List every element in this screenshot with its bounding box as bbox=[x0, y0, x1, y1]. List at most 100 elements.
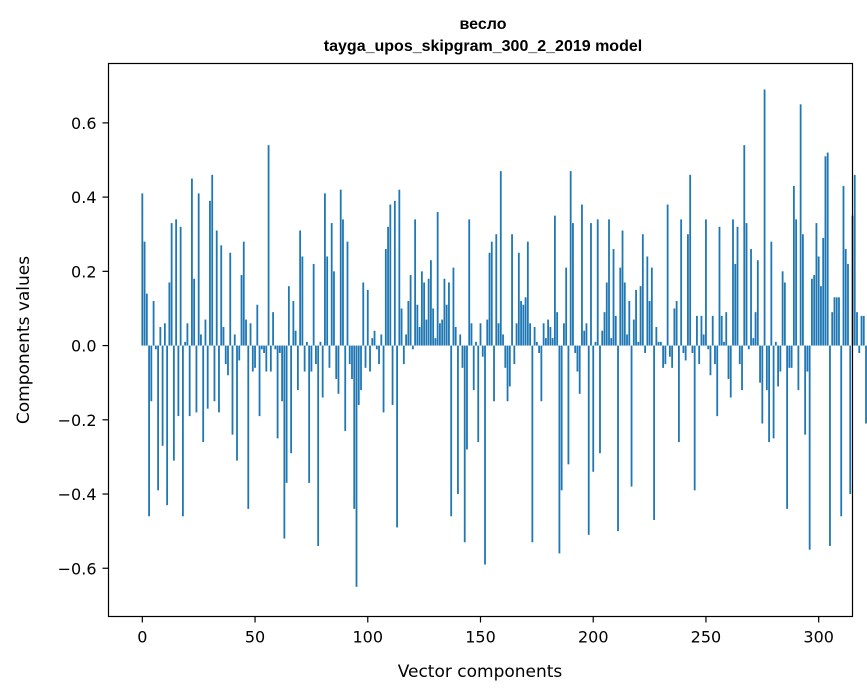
bar-220 bbox=[637, 341, 640, 346]
bar-127 bbox=[427, 278, 430, 346]
bar-247 bbox=[698, 345, 701, 365]
bar-246 bbox=[696, 315, 698, 346]
bar-43 bbox=[238, 345, 241, 361]
bar-309 bbox=[838, 297, 840, 346]
bar-133 bbox=[441, 319, 444, 346]
bar-162 bbox=[506, 345, 509, 402]
bar-102 bbox=[371, 338, 374, 346]
bar-116 bbox=[402, 345, 405, 365]
bar-20 bbox=[186, 323, 189, 346]
bar-147 bbox=[472, 345, 475, 391]
bar-143 bbox=[463, 345, 466, 543]
y-tick-label-1: −0.4 bbox=[58, 485, 97, 504]
bar-57 bbox=[269, 345, 272, 372]
bar-280 bbox=[772, 345, 775, 439]
bar-121 bbox=[414, 219, 417, 346]
bar-22 bbox=[191, 178, 193, 346]
bar-273 bbox=[756, 260, 759, 346]
bar-153 bbox=[486, 319, 489, 346]
bar-69 bbox=[296, 345, 299, 391]
bar-36 bbox=[222, 327, 225, 346]
bar-44 bbox=[240, 275, 243, 346]
bar-55 bbox=[265, 345, 268, 372]
bar-37 bbox=[224, 345, 227, 365]
bar-318 bbox=[858, 345, 861, 353]
bar-187 bbox=[563, 323, 565, 346]
bar-34 bbox=[218, 345, 220, 413]
bar-256 bbox=[718, 226, 721, 346]
bar-86 bbox=[335, 345, 338, 379]
bar-62 bbox=[281, 345, 283, 402]
bar-146 bbox=[470, 323, 473, 346]
bar-139 bbox=[454, 327, 457, 346]
bar-26 bbox=[200, 334, 202, 346]
bar-255 bbox=[716, 345, 719, 417]
bar-138 bbox=[452, 267, 455, 346]
bar-83 bbox=[328, 345, 331, 368]
bar-205 bbox=[603, 312, 606, 346]
bar-27 bbox=[202, 345, 205, 443]
bar-75 bbox=[310, 345, 313, 372]
bar-237 bbox=[675, 301, 678, 346]
bar-231 bbox=[662, 345, 665, 368]
bar-12 bbox=[168, 282, 171, 346]
bar-306 bbox=[831, 312, 834, 346]
bar-298 bbox=[813, 275, 816, 346]
bar-13 bbox=[170, 223, 173, 346]
bar-76 bbox=[312, 263, 315, 346]
bar-165 bbox=[513, 345, 516, 365]
bar-295 bbox=[806, 345, 809, 372]
bar-249 bbox=[702, 334, 705, 346]
bar-114 bbox=[398, 189, 401, 346]
bar-253 bbox=[711, 315, 714, 346]
bar-287 bbox=[788, 345, 791, 368]
bar-211 bbox=[617, 345, 619, 532]
bar-202 bbox=[596, 219, 599, 346]
x-axis-ticks: 0 50 100 150 200 250 300 bbox=[137, 616, 834, 647]
bar-142 bbox=[461, 345, 464, 368]
y-axis-label: Components values bbox=[14, 256, 34, 424]
x-tick-label-2: 100 bbox=[352, 628, 383, 647]
bar-52 bbox=[258, 345, 261, 417]
bar-233 bbox=[666, 204, 669, 346]
bar-261 bbox=[729, 345, 732, 398]
bar-268 bbox=[745, 223, 748, 346]
bar-18 bbox=[182, 345, 184, 517]
bar-264 bbox=[736, 226, 739, 346]
bar-171 bbox=[526, 241, 529, 346]
bar-236 bbox=[673, 308, 676, 346]
bar-87 bbox=[337, 345, 340, 394]
bar-7 bbox=[157, 345, 159, 491]
bar-65 bbox=[287, 286, 290, 346]
bar-314 bbox=[849, 345, 852, 495]
bar-239 bbox=[680, 219, 683, 346]
bar-60 bbox=[276, 345, 279, 439]
bar-185 bbox=[558, 345, 561, 554]
bar-3 bbox=[148, 345, 150, 517]
bar-152 bbox=[484, 345, 486, 565]
bar-148 bbox=[475, 341, 477, 346]
bar-169 bbox=[522, 304, 525, 346]
bar-242 bbox=[687, 234, 689, 346]
y-tick-label-3: 0.0 bbox=[71, 337, 96, 356]
bar-119 bbox=[409, 275, 412, 346]
bar-126 bbox=[425, 319, 428, 346]
bar-155 bbox=[490, 241, 493, 346]
bar-186 bbox=[560, 345, 563, 491]
bar-66 bbox=[290, 345, 293, 454]
bar-56 bbox=[267, 145, 270, 346]
bar-85 bbox=[333, 271, 335, 346]
bar-307 bbox=[833, 297, 836, 346]
bar-134 bbox=[443, 278, 446, 346]
bar-250 bbox=[705, 219, 707, 346]
bar-106 bbox=[380, 334, 383, 346]
bar-24 bbox=[195, 345, 198, 413]
bar-234 bbox=[668, 345, 671, 357]
bar-203 bbox=[599, 345, 601, 454]
x-tick-label-3: 150 bbox=[465, 628, 496, 647]
bar-89 bbox=[342, 219, 344, 346]
bar-135 bbox=[445, 304, 448, 346]
bar-271 bbox=[752, 338, 755, 346]
bar-259 bbox=[725, 312, 728, 346]
bar-263 bbox=[734, 263, 737, 346]
